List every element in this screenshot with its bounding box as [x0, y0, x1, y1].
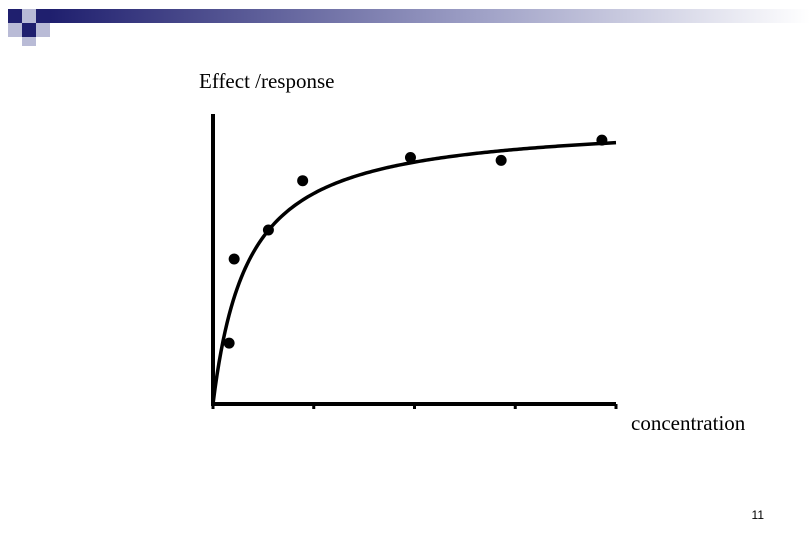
- slide-number: 11: [751, 508, 764, 522]
- data-point: [297, 175, 309, 187]
- x-axis-label: concentration: [631, 411, 746, 435]
- header-square: [8, 9, 22, 23]
- header-square: [22, 37, 36, 46]
- header-square: [8, 23, 22, 37]
- y-axis-label: Effect /response: [199, 69, 335, 93]
- data-point: [262, 224, 274, 236]
- data-point: [495, 154, 507, 166]
- data-point: [223, 337, 235, 349]
- slide-header-decoration: [8, 9, 810, 46]
- data-point: [596, 134, 608, 146]
- header-square: [22, 23, 36, 37]
- header-square: [36, 9, 50, 23]
- fitted-curve: [211, 140, 617, 405]
- header-square: [22, 9, 36, 23]
- data-point: [228, 253, 240, 265]
- header-square: [36, 23, 50, 37]
- data-point: [404, 152, 416, 163]
- header-gradient-band: [50, 9, 810, 23]
